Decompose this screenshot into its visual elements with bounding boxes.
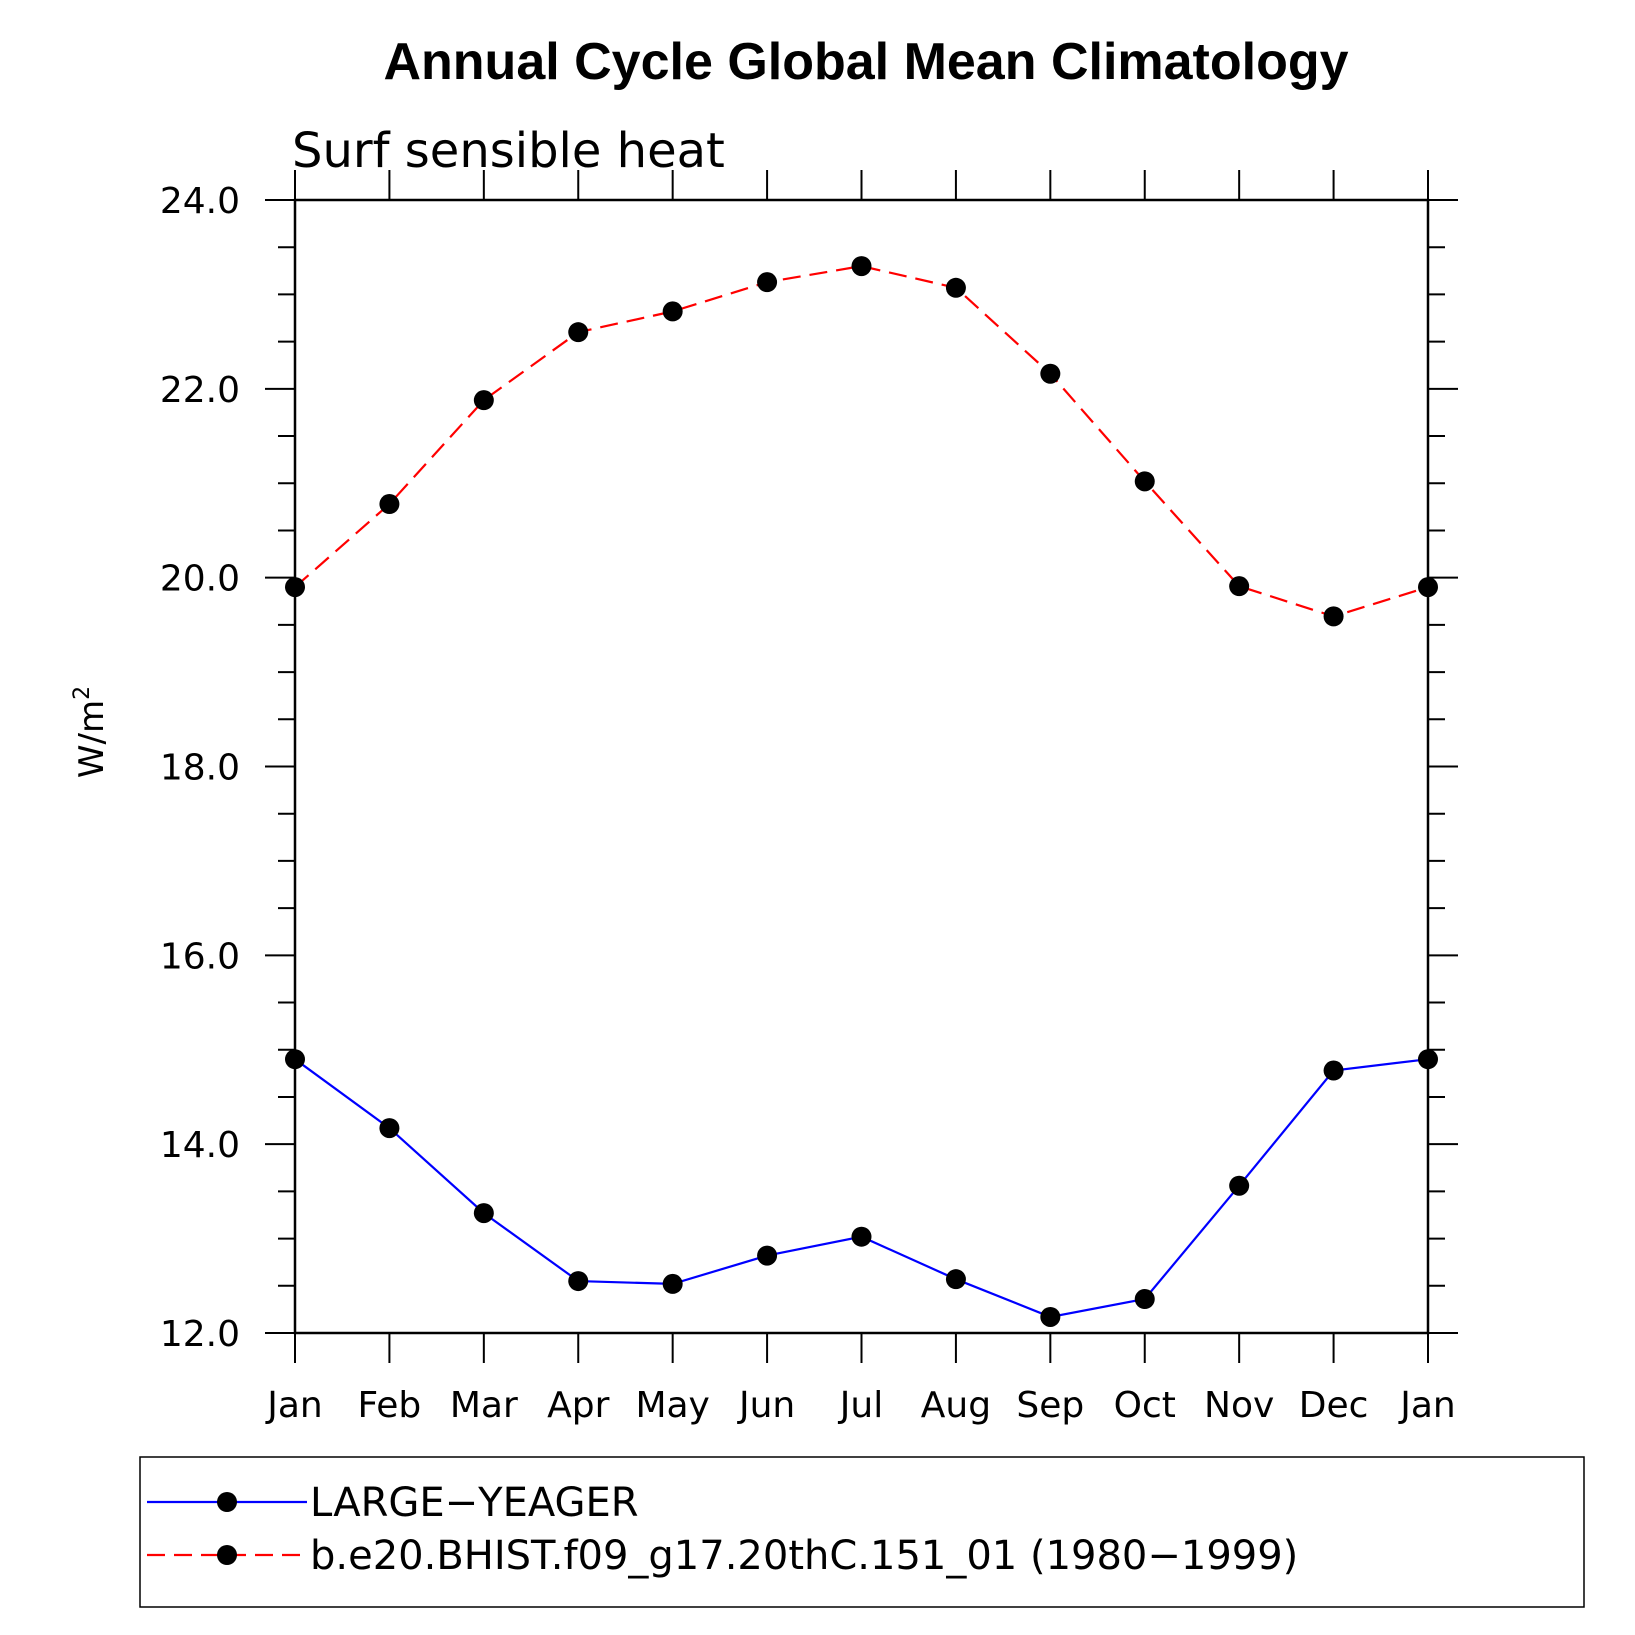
x-tick-label: Oct (1114, 1385, 1176, 1426)
data-point (285, 577, 305, 598)
data-point (1134, 471, 1155, 492)
data-point (851, 256, 872, 277)
y-tick-label: 24.0 (160, 181, 240, 222)
data-point (945, 1269, 966, 1290)
x-tick-label: Nov (1204, 1385, 1274, 1426)
series-1 (285, 256, 1438, 627)
data-point (568, 322, 589, 343)
data-point (379, 494, 400, 515)
legend-label: b.e20.BHIST.f09_g17.20thC.151_01 (1980−1… (310, 1533, 1298, 1579)
data-point (1134, 1289, 1155, 1310)
data-point (1229, 1175, 1250, 1196)
data-point (662, 1273, 683, 1294)
data-point (1418, 1049, 1438, 1070)
x-tick-label: Dec (1299, 1385, 1369, 1426)
y-tick-label: 18.0 (160, 748, 240, 789)
data-point (1323, 606, 1344, 627)
y-axis-label-text: W/m (72, 700, 112, 778)
x-tick-label: Mar (450, 1385, 518, 1426)
x-tick-label: Sep (1016, 1385, 1084, 1426)
data-point (1229, 576, 1250, 597)
data-point (473, 390, 494, 411)
data-point (1323, 1060, 1344, 1081)
y-tick-label: 20.0 (160, 559, 240, 600)
series-layer (285, 256, 1438, 1327)
data-point (473, 1203, 494, 1224)
legend-marker (217, 1545, 237, 1565)
data-point (1418, 577, 1438, 598)
series-0 (285, 1049, 1438, 1327)
y-tick-label: 22.0 (160, 370, 240, 411)
data-point (568, 1271, 589, 1292)
legend-entry-1: b.e20.BHIST.f09_g17.20thC.151_01 (1980−1… (147, 1533, 1298, 1579)
data-point (1040, 1306, 1061, 1327)
data-point (1040, 363, 1061, 384)
plot-axes (265, 170, 1458, 1363)
y-tick-label: 16.0 (160, 936, 240, 977)
chart-title: Annual Cycle Global Mean Climatology (383, 33, 1348, 91)
data-point (285, 1049, 305, 1070)
data-point (757, 272, 778, 293)
y-axis-tick-labels: 12.0 14.0 16.0 18.0 20.0 22.0 24.0 (160, 181, 240, 1355)
legend-box (139, 1456, 1585, 1608)
chart-subtitle: Surf sensible heat (292, 123, 725, 179)
data-point (757, 1245, 778, 1266)
y-axis-label-superscript: 2 (70, 686, 95, 700)
x-tick-label: Jun (737, 1385, 795, 1426)
data-point (379, 1118, 400, 1139)
x-tick-label: Aug (921, 1385, 991, 1426)
legend-label: LARGE−YEAGER (310, 1480, 639, 1526)
x-tick-label: May (635, 1385, 709, 1426)
y-tick-label: 14.0 (160, 1125, 240, 1166)
y-axis-label: W/m2 (70, 686, 112, 778)
legend-entry-0: LARGE−YEAGER (147, 1480, 639, 1526)
x-axis-tick-labels: Jan Feb Mar Apr May Jun Jul Aug Sep Oct Nov Dec Jan (265, 1385, 1456, 1426)
series-line (294, 1058, 1429, 1319)
x-tick-label: Jul (838, 1385, 883, 1426)
x-tick-label: Jan (1398, 1385, 1456, 1426)
data-point (945, 277, 966, 298)
legend-entries: LARGE−YEAGER b.e20.BHIST.f09_g17.20thC.15… (147, 1480, 1298, 1579)
x-tick-label: Apr (547, 1385, 609, 1426)
data-point (662, 301, 683, 322)
series-line (294, 264, 1429, 618)
data-point (851, 1226, 872, 1247)
legend: LARGE−YEAGER b.e20.BHIST.f09_g17.20thC.15… (139, 1456, 1585, 1608)
x-tick-label: Feb (358, 1385, 422, 1426)
x-tick-label: Jan (265, 1385, 323, 1426)
legend-marker (217, 1492, 237, 1512)
y-tick-label: 12.0 (160, 1314, 240, 1355)
